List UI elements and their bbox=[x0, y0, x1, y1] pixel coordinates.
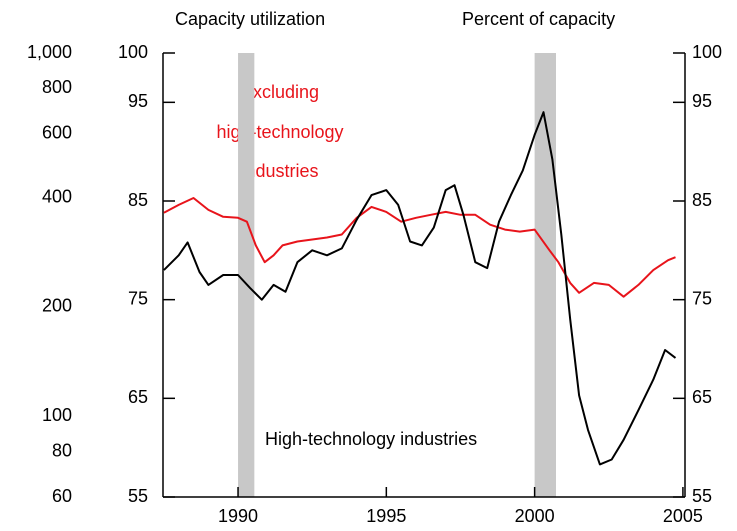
series-line bbox=[163, 111, 677, 466]
series-annotation: High-technology industries bbox=[265, 429, 477, 449]
y2-tick-label: 600 bbox=[42, 122, 72, 142]
series-annotation: high-technology bbox=[216, 122, 343, 142]
y2-tick-label: 1,000 bbox=[27, 42, 72, 62]
y-tick-label-right: 65 bbox=[692, 387, 712, 407]
y2-tick-label: 200 bbox=[42, 296, 72, 316]
x-tick-label: 1995 bbox=[366, 506, 406, 526]
y-tick-label: 75 bbox=[128, 288, 148, 308]
y-tick-label: 100 bbox=[118, 42, 148, 62]
x-tick-label: 1990 bbox=[218, 506, 258, 526]
recession-band bbox=[238, 53, 255, 497]
y-tick-label: 95 bbox=[128, 91, 148, 111]
y-tick-label: 55 bbox=[128, 486, 148, 506]
y2-tick-label: 100 bbox=[42, 405, 72, 425]
axis-caption: Capacity utilization bbox=[175, 9, 325, 29]
y-tick-label-right: 75 bbox=[692, 288, 712, 308]
axis-caption: Percent of capacity bbox=[462, 9, 615, 29]
x-tick-label: 2005 bbox=[663, 506, 703, 526]
y-tick-label-right: 55 bbox=[692, 486, 712, 506]
x-tick-label: 2000 bbox=[515, 506, 555, 526]
y2-tick-label: 80 bbox=[52, 440, 72, 460]
y2-tick-label: 800 bbox=[42, 77, 72, 97]
y-tick-label: 85 bbox=[128, 190, 148, 210]
y-tick-label-right: 100 bbox=[692, 42, 722, 62]
y-tick-label-right: 95 bbox=[692, 91, 712, 111]
y2-tick-label: 400 bbox=[42, 186, 72, 206]
recession-band bbox=[534, 53, 556, 497]
series-annotation: Excluding bbox=[241, 82, 319, 102]
series-annotation: industries bbox=[241, 161, 318, 181]
y2-tick-label: 60 bbox=[52, 486, 72, 506]
series-line bbox=[163, 197, 676, 298]
y-tick-label-right: 85 bbox=[692, 190, 712, 210]
y-tick-label: 65 bbox=[128, 387, 148, 407]
